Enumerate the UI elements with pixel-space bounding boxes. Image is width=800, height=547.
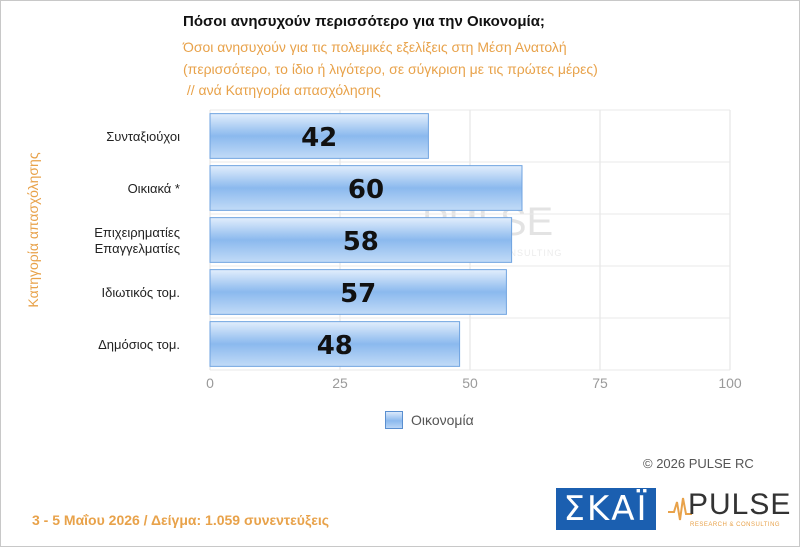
chart-title: Πόσοι ανησυχούν περισσότερο για την Οικο…: [183, 13, 545, 30]
pulse-logo: PULSE RESEARCH & CONSULTING: [668, 488, 792, 532]
pulse-wave-icon: [668, 497, 692, 521]
chart-subtitle-line-3: // ανά Κατηγορία απασχόλησης: [183, 82, 381, 98]
x-tick-label: 50: [462, 375, 478, 391]
category-label: Ιδιωτικός τομ.: [102, 285, 180, 300]
skai-logo-text: ΣΚΑΪ: [563, 489, 649, 529]
bar: [209, 321, 461, 367]
x-tick-label: 25: [332, 375, 348, 391]
data-label: 60: [348, 175, 384, 205]
category-label: Δημόσιος τομ.: [98, 337, 180, 352]
data-label: 48: [317, 331, 353, 361]
legend-label: Οικονομία: [411, 412, 474, 428]
chart-legend: Οικονομία: [385, 411, 474, 429]
bar: [209, 269, 507, 315]
x-tick-label: 75: [592, 375, 608, 391]
category-label: Επαγγελματίες: [95, 241, 180, 256]
chart-subtitle-line-1: Όσοι ανησυχούν για τις πολεμικές εξελίξε…: [183, 39, 567, 55]
data-label: 58: [343, 227, 379, 257]
pulse-logo-subtext: RESEARCH & CONSULTING: [690, 522, 781, 528]
skai-logo: ΣΚΑΪ: [556, 488, 656, 530]
bar: [209, 217, 513, 263]
category-label: Επιχειρηματίες: [94, 225, 180, 240]
legend-swatch: [385, 411, 403, 429]
category-label: Οικιακά *: [128, 181, 180, 196]
copyright-text: © 2026 PULSE RC: [643, 456, 754, 471]
data-label: 57: [340, 279, 376, 309]
x-tick-label: 100: [718, 375, 742, 391]
bar: [209, 113, 429, 159]
pulse-logo-text: PULSE: [688, 488, 792, 521]
data-label: 42: [301, 123, 337, 153]
category-label: Συνταξιούχοι: [106, 129, 180, 144]
bar: [209, 165, 523, 211]
x-tick-label: 0: [206, 375, 214, 391]
footer-survey-info: 3 - 5 Μαΐου 2026 / Δείγμα: 1.059 συνεντε…: [32, 512, 330, 528]
chart-subtitle-line-2: (περισσότερο, το ίδιο ή λιγότερο, σε σύγ…: [183, 61, 598, 77]
